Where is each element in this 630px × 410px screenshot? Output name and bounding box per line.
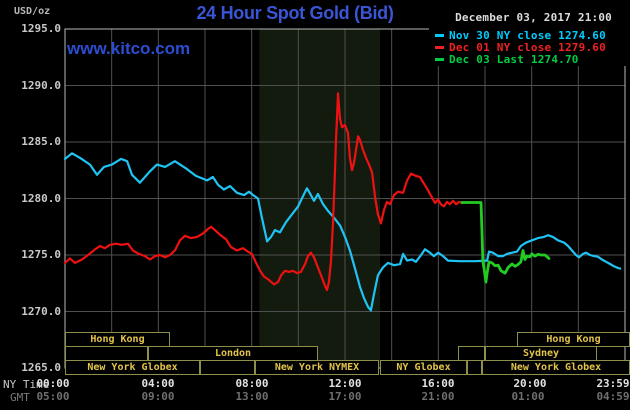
- x-tick-ny-time: 12:00: [328, 377, 362, 390]
- legend-dash-icon: [435, 58, 444, 61]
- kitco-watermark-link[interactable]: www.kitco.com: [67, 39, 191, 58]
- session-box-hong-kong: Hong Kong: [65, 332, 170, 347]
- session-box-sydney: Sydney: [485, 346, 597, 361]
- session-box-empty: [200, 360, 255, 375]
- y-tick-label: 1275.0: [21, 248, 61, 261]
- x-tick-ny-time: 23:59: [596, 377, 630, 390]
- legend-item: Dec 03 Last 1274.70: [435, 52, 629, 66]
- session-box-empty: [65, 346, 148, 361]
- legend-dash-icon: [435, 34, 444, 37]
- x-tick-gmt: 01:00: [511, 390, 545, 403]
- x-tick-gmt: 21:00: [421, 390, 455, 403]
- legend-dash-icon: [435, 46, 444, 49]
- session-box-empty: [467, 360, 482, 375]
- legend-label: Nov 30 NY close 1274.60: [449, 29, 606, 42]
- legend: Nov 30 NY close 1274.60 Dec 01 NY close 1…: [429, 26, 629, 66]
- session-box-new-york-globex: New York Globex: [482, 360, 630, 375]
- ny-time-axis-caption: NY Time: [3, 378, 50, 391]
- y-tick-label: 1285.0: [21, 135, 61, 148]
- session-box-new-york-globex: New York Globex: [65, 360, 200, 375]
- legend-label: Dec 03 Last 1274.70: [449, 53, 579, 66]
- x-tick-gmt: 09:00: [141, 390, 175, 403]
- x-tick-ny-time: 00:00: [36, 377, 70, 390]
- y-axis-unit-label: USD/oz: [14, 6, 51, 17]
- y-tick-label: 1280.0: [21, 191, 61, 205]
- price-line-0: [63, 152, 622, 312]
- x-tick-gmt: 04:59: [596, 390, 630, 403]
- y-tick-label: 1270.0: [21, 304, 61, 318]
- x-tick-gmt: 17:00: [328, 390, 362, 403]
- session-box-new-york-nymex: New York NYMEX: [255, 360, 379, 375]
- session-box-empty: [458, 346, 485, 361]
- session-box-london: London: [148, 346, 318, 361]
- x-tick-ny-time: 04:00: [141, 377, 175, 390]
- legend-label: Dec 01 NY close 1279.60: [449, 41, 606, 54]
- y-tick-label: 1295.0: [21, 22, 61, 35]
- price-line-1: [63, 92, 463, 292]
- legend-item: Nov 30 NY close 1274.60: [435, 28, 629, 42]
- chart-title: 24 Hour Spot Gold (Bid): [196, 3, 394, 23]
- price-line-2: [460, 201, 551, 284]
- gmt-axis-caption: GMT: [10, 391, 30, 404]
- x-tick-ny-time: 16:00: [421, 377, 455, 390]
- legend-item: Dec 01 NY close 1279.60: [435, 40, 629, 54]
- session-box-ny-globex: NY Globex: [380, 360, 467, 375]
- x-tick-gmt: 05:00: [36, 390, 70, 403]
- x-tick-gmt: 13:00: [235, 390, 269, 403]
- y-tick-label: 1290.0: [21, 78, 61, 92]
- x-tick-ny-time: 20:00: [513, 377, 547, 390]
- x-tick-ny-time: 08:00: [235, 377, 269, 390]
- chart-datetime: December 03, 2017 21:00: [455, 11, 612, 24]
- session-box-hong-kong: Hong Kong: [517, 332, 630, 347]
- y-tick-label: 1265.0: [21, 361, 61, 374]
